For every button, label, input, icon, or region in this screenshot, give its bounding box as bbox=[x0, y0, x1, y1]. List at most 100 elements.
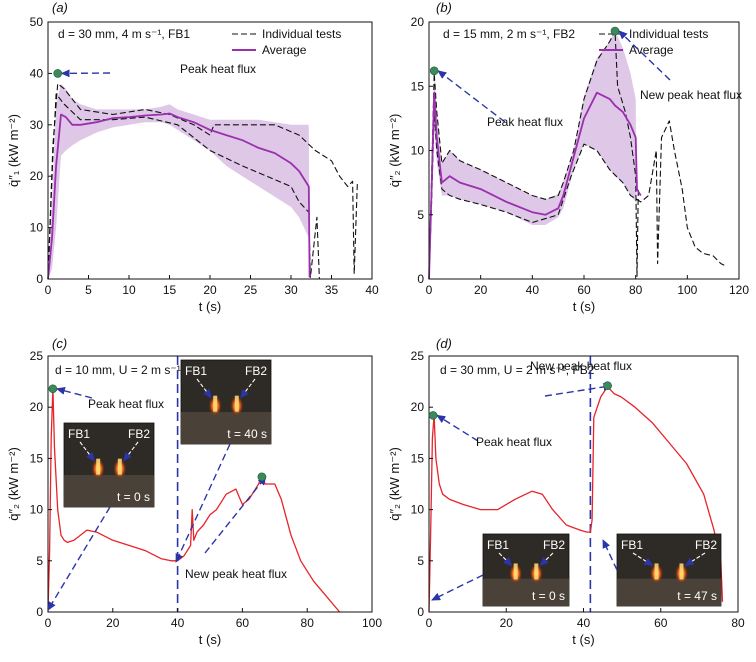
y-tick-label: 25 bbox=[411, 349, 425, 363]
peak-marker bbox=[258, 473, 266, 481]
y-tick-label: 10 bbox=[411, 144, 425, 158]
y-tick-label: 0 bbox=[36, 605, 43, 619]
peak-label: New peak heat flux bbox=[185, 567, 287, 581]
x-tick-label: 100 bbox=[362, 616, 382, 630]
firebrand-core bbox=[679, 563, 683, 579]
peak-arrow bbox=[205, 477, 266, 553]
peak-marker bbox=[430, 67, 438, 75]
x-tick-label: 40 bbox=[365, 283, 379, 297]
inset-label-fb1: FB1 bbox=[185, 364, 207, 378]
peak-label: New peak heat flux bbox=[640, 88, 742, 102]
x-tick-label: 80 bbox=[301, 616, 315, 630]
inset-label-fb1: FB1 bbox=[68, 427, 90, 441]
x-tick-label: 15 bbox=[163, 283, 177, 297]
photo-inset: FB1 FB2 t = 47 s bbox=[617, 534, 721, 606]
y-tick-label: 20 bbox=[30, 400, 44, 414]
peak-marker bbox=[611, 27, 619, 35]
x-tick-label: 80 bbox=[629, 283, 643, 297]
y-axis-label: q̇″₂ (kW m⁻²) bbox=[387, 114, 402, 188]
y-axis-label: q̇″₂ (kW m⁻²) bbox=[387, 447, 402, 521]
x-tick-label: 60 bbox=[577, 283, 591, 297]
x-tick-label: 35 bbox=[325, 283, 339, 297]
inset-arrow bbox=[432, 575, 483, 600]
peak-label: Peak heat flux bbox=[487, 115, 563, 129]
x-tick-label: 0 bbox=[426, 616, 433, 630]
x-tick-label: 20 bbox=[203, 283, 217, 297]
x-tick-label: 40 bbox=[526, 283, 540, 297]
x-axis-label: t (s) bbox=[199, 632, 221, 647]
x-tick-label: 0 bbox=[426, 283, 433, 297]
plot-frame bbox=[429, 22, 739, 279]
firebrand-core bbox=[96, 459, 100, 475]
y-tick-label: 30 bbox=[30, 118, 44, 132]
firebrand-core bbox=[655, 563, 659, 579]
x-tick-label: 40 bbox=[171, 616, 185, 630]
y-tick-label: 10 bbox=[30, 221, 44, 235]
inset-label-fb1: FB1 bbox=[487, 538, 509, 552]
panel-label: (b) bbox=[436, 0, 452, 15]
y-tick-label: 15 bbox=[411, 79, 425, 93]
x-tick-label: 0 bbox=[45, 616, 52, 630]
panel-label: (d) bbox=[436, 336, 452, 351]
y-tick-label: 0 bbox=[417, 272, 424, 286]
x-tick-label: 80 bbox=[731, 616, 745, 630]
y-tick-label: 15 bbox=[30, 451, 44, 465]
x-tick-label: 30 bbox=[284, 283, 298, 297]
x-axis-label: t (s) bbox=[199, 299, 221, 314]
legend-label: Individual tests bbox=[262, 27, 341, 41]
peak-marker bbox=[54, 69, 62, 77]
x-tick-label: 0 bbox=[45, 283, 52, 297]
y-tick-label: 5 bbox=[36, 554, 43, 568]
legend-label: Individual tests bbox=[629, 27, 708, 41]
inset-label-fb2: FB2 bbox=[695, 538, 717, 552]
variability-band bbox=[48, 84, 310, 279]
inset-arrow bbox=[603, 540, 617, 570]
x-tick-label: 60 bbox=[654, 616, 668, 630]
peak-label: Peak heat flux bbox=[180, 62, 256, 76]
x-axis-label: t (s) bbox=[573, 299, 595, 314]
y-tick-label: 10 bbox=[30, 503, 44, 517]
x-tick-label: 20 bbox=[500, 616, 514, 630]
condition-label: d = 15 mm, 2 m s⁻¹, FB2 bbox=[443, 27, 575, 41]
x-tick-label: 120 bbox=[729, 283, 749, 297]
variability-band bbox=[429, 31, 641, 279]
peak-arrow bbox=[57, 389, 92, 398]
firebrand-core bbox=[213, 396, 217, 412]
inset-time-label: t = 47 s bbox=[677, 589, 717, 603]
inset-time-label: t = 0 s bbox=[532, 589, 565, 603]
legend-label: Average bbox=[262, 43, 307, 57]
y-tick-label: 15 bbox=[411, 451, 425, 465]
peak-marker bbox=[49, 385, 57, 393]
y-tick-label: 25 bbox=[30, 349, 44, 363]
peak-marker bbox=[604, 382, 612, 390]
inset-arrow bbox=[176, 444, 230, 562]
y-tick-label: 20 bbox=[411, 15, 425, 29]
y-tick-label: 0 bbox=[36, 272, 43, 286]
x-tick-label: 10 bbox=[122, 283, 136, 297]
inset-label-fb1: FB1 bbox=[621, 538, 643, 552]
x-tick-label: 40 bbox=[577, 616, 591, 630]
panel-label: (a) bbox=[52, 0, 68, 15]
x-tick-label: 60 bbox=[236, 616, 250, 630]
legend-label: Average bbox=[629, 43, 674, 57]
peak-label: Peak heat flux bbox=[88, 397, 164, 411]
x-tick-label: 5 bbox=[85, 283, 92, 297]
y-axis-label: q̇″₂ (kW m⁻²) bbox=[6, 447, 21, 521]
inset-time-label: t = 40 s bbox=[227, 427, 267, 441]
y-tick-label: 5 bbox=[417, 208, 424, 222]
inset-time-label: t = 0 s bbox=[117, 490, 150, 504]
peak-marker bbox=[429, 411, 437, 419]
firebrand-core bbox=[235, 396, 239, 412]
x-axis-label: t (s) bbox=[572, 632, 594, 647]
y-tick-label: 5 bbox=[417, 554, 424, 568]
x-tick-label: 20 bbox=[106, 616, 120, 630]
x-tick-label: 25 bbox=[244, 283, 258, 297]
y-tick-label: 10 bbox=[411, 503, 425, 517]
y-tick-label: 20 bbox=[30, 169, 44, 183]
